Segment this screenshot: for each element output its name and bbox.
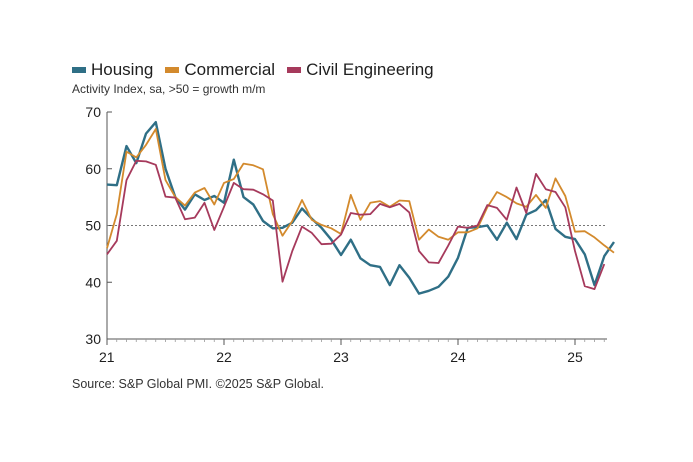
- legend-swatch-commercial: [165, 67, 180, 73]
- legend-label-commercial: Commercial: [184, 60, 276, 79]
- legend-label-housing: Housing: [91, 60, 154, 79]
- x-tick-label: 22: [216, 349, 232, 365]
- y-tick-label: 50: [85, 218, 101, 234]
- x-tick-label: 25: [567, 349, 583, 365]
- legend-swatch-housing: [72, 67, 86, 73]
- legend-item-civil-engineering: Civil Engineering: [287, 60, 434, 80]
- chart-subtitle: Activity Index, sa, >50 = growth m/m: [72, 82, 266, 96]
- source-note: Source: S&P Global PMI. ©2025 S&P Global…: [72, 377, 324, 391]
- series-line-civil-engineering: [106, 159, 606, 291]
- legend-item-housing: Housing: [72, 60, 153, 80]
- x-tick-label: 23: [333, 349, 349, 365]
- series-line-commercial: [106, 128, 615, 254]
- y-tick-label: 30: [85, 331, 101, 347]
- y-tick-label: 60: [85, 161, 101, 177]
- legend-swatch-civil-engineering: [287, 67, 302, 73]
- y-tick-label: 40: [85, 274, 101, 290]
- legend-label-civil-engineering: Civil Engineering: [306, 60, 434, 79]
- y-tick-label: 70: [85, 104, 101, 120]
- x-tick-label: 24: [450, 349, 466, 365]
- x-tick-label: 21: [99, 349, 115, 365]
- legend-item-commercial: Commercial: [165, 60, 275, 80]
- series-line-housing: [106, 120, 615, 295]
- legend: Housing Commercial Civil Engineering: [72, 60, 446, 80]
